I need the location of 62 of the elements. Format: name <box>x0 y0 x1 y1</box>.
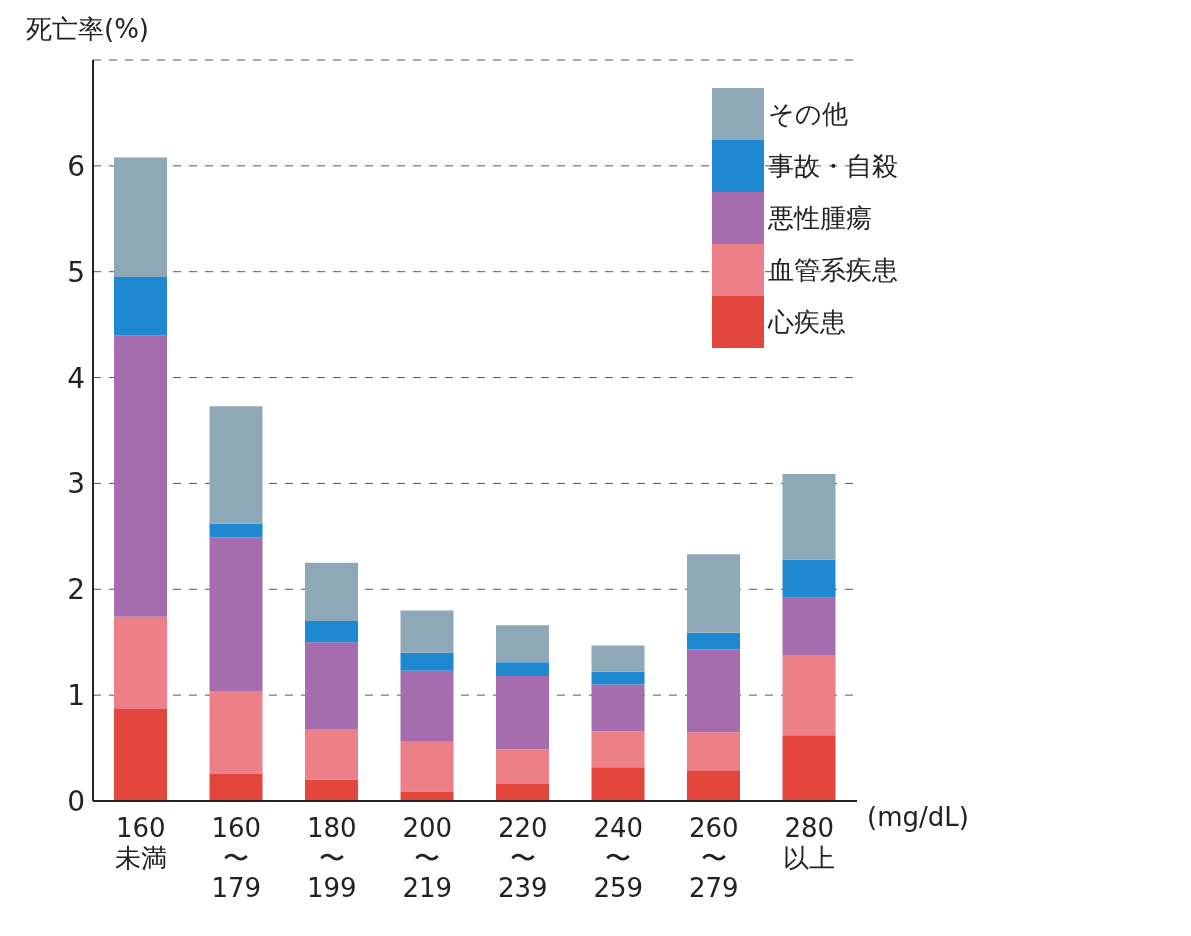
y-tick-label: 2 <box>67 573 85 607</box>
bar <box>496 625 550 663</box>
x-tick-label: 160 〜 179 <box>211 813 262 903</box>
bar <box>496 784 550 801</box>
bar <box>305 779 359 801</box>
legend-label: その他 <box>768 97 848 131</box>
x-tick-label: 280 以上 <box>783 813 836 873</box>
bar <box>400 652 454 671</box>
bar <box>687 554 741 633</box>
y-tick-label: 5 <box>67 255 85 289</box>
bar <box>782 735 836 801</box>
x-tick-label: 220 〜 239 <box>497 813 548 903</box>
bar <box>305 642 359 730</box>
x-tick-label: 200 〜 219 <box>402 813 453 903</box>
bar <box>591 684 645 732</box>
bar <box>496 676 550 750</box>
bar <box>591 767 645 801</box>
bar <box>782 597 836 655</box>
bar <box>305 562 359 622</box>
bar <box>591 645 645 672</box>
y-tick-label: 4 <box>67 361 85 395</box>
x-tick-label: 260 〜 279 <box>688 813 739 903</box>
y-tick-label: 3 <box>67 467 85 501</box>
bar <box>591 731 645 768</box>
y-axis-title: 死亡率(%) <box>26 13 149 46</box>
bar <box>496 749 550 785</box>
bar <box>687 770 741 801</box>
bar <box>114 157 168 278</box>
bar <box>114 335 168 617</box>
x-tick-label: 240 〜 259 <box>593 813 644 903</box>
bar <box>496 662 550 677</box>
bar <box>209 773 263 801</box>
bar <box>400 610 454 653</box>
bar <box>591 671 645 685</box>
bar <box>209 523 263 538</box>
bar <box>209 537 263 691</box>
bar <box>114 277 168 336</box>
bar <box>114 708 168 801</box>
bar <box>782 473 836 560</box>
bar <box>400 791 454 801</box>
bar <box>400 741 454 792</box>
x-axis-title: (mg/dL) <box>867 802 969 833</box>
legend-label: 血管系疾患 <box>768 253 898 287</box>
bar <box>209 690 263 774</box>
y-tick-label: 1 <box>67 679 85 713</box>
bar <box>687 649 741 733</box>
legend-label: 事故・自殺 <box>768 149 898 183</box>
bar <box>305 729 359 780</box>
bar <box>782 654 836 736</box>
bar <box>209 406 263 524</box>
legend-label: 悪性腫瘍 <box>768 201 872 235</box>
x-tick-label: 160 未満 <box>114 813 167 873</box>
bar <box>400 670 454 742</box>
legend-label: 心疾患 <box>768 305 846 339</box>
bar <box>114 616 168 709</box>
bar <box>687 632 741 650</box>
bar <box>782 559 836 598</box>
bar <box>687 732 741 771</box>
y-tick-label: 0 <box>67 784 85 818</box>
y-tick-label: 6 <box>67 149 85 183</box>
x-tick-label: 180 〜 199 <box>306 813 357 903</box>
bar <box>305 621 359 643</box>
